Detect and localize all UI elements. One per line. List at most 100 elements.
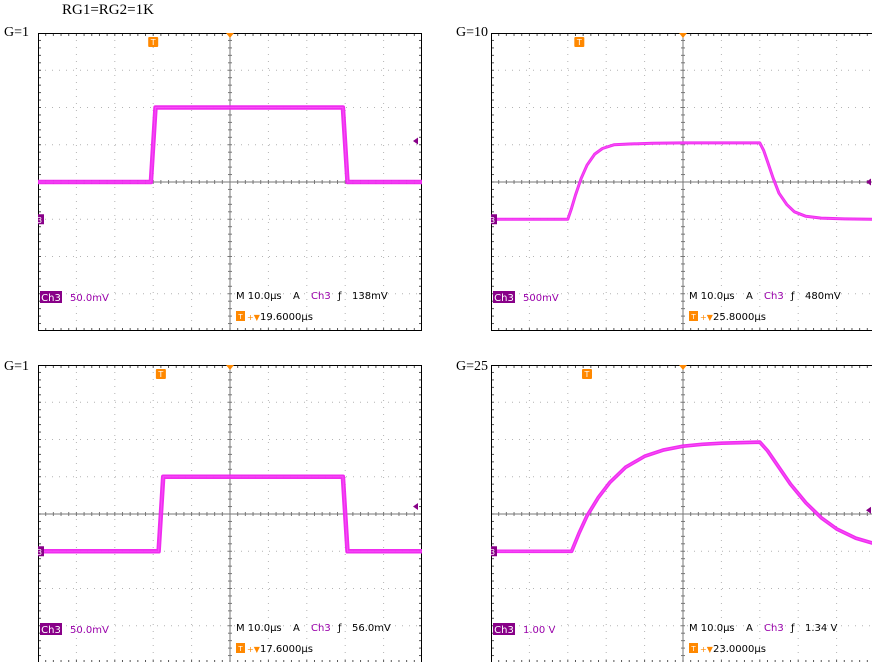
trigger-offset-value: 25.8000µs <box>713 312 766 323</box>
ground-marker-icon: 3 <box>491 214 497 225</box>
channel-badge <box>40 623 62 635</box>
scope-screen: T 3 Ch3 50.0mV M 10.0µs A Ch3 ƒ 138mV T +▼ 19.6000µ… <box>38 33 422 331</box>
trigger-marker-icon: T <box>148 37 159 47</box>
timebase-readout: M 10.0µs <box>689 291 735 302</box>
scope-panel-top-left: T 3 Ch3 50.0mV M 10.0µs A Ch3 ƒ 138mV T +▼ 19.6000µ… <box>38 33 422 331</box>
ground-marker-icon: 3 <box>38 214 44 225</box>
trigger-marker-box <box>148 37 159 47</box>
ground-marker-box <box>38 546 44 557</box>
trigger-marker-icon: T <box>155 369 166 379</box>
graticule <box>491 33 872 331</box>
trigger-marker-box <box>574 37 585 47</box>
channel-readout: Ch3 500mV <box>493 291 559 304</box>
trigger-marker-box <box>155 369 166 379</box>
trigger-offset-readout: T +▼ 25.8000µs <box>689 311 766 323</box>
trigger-level-readout: 56.0mV <box>352 623 391 634</box>
trigger-source-readout: Ch3 <box>764 291 784 302</box>
center-marker-icon <box>226 365 234 370</box>
trigger-offset-icon-letter: T <box>237 313 243 321</box>
channel-badge-label: Ch3 <box>494 625 514 636</box>
trigger-offset-prefix: +▼ <box>247 645 261 654</box>
gain-label-bottom-right: G=25 <box>456 359 489 374</box>
trigger-marker-letter: T <box>576 38 582 47</box>
trigger-offset-icon-letter: T <box>690 313 696 321</box>
trigger-level-icon <box>866 178 871 186</box>
center-marker-icon <box>679 365 687 370</box>
trigger-offset-readout: T +▼ 23.0000µs <box>689 643 766 655</box>
channel-badge <box>493 291 515 303</box>
gain-label-bottom-left: G=1 <box>4 359 30 374</box>
channel-readout: Ch3 1.00 V <box>493 623 555 636</box>
series-line <box>491 141 872 221</box>
ground-marker-label: 3 <box>38 548 42 557</box>
trigger-mode-readout: A <box>746 623 753 634</box>
trigger-level-icon <box>413 137 418 145</box>
gain-label-top-left: G=1 <box>4 25 30 40</box>
timebase-readout: M 10.0µs <box>236 623 282 634</box>
channel-readout: Ch3 50.0mV <box>40 623 109 636</box>
scope-panel-top-right: T 3 Ch3 500mV M 10.0µs A Ch3 ƒ 480mV T +▼ 25.8000µs <box>491 33 872 331</box>
trigger-marker-box <box>582 369 592 379</box>
channel-badge <box>493 623 515 635</box>
ground-marker-label: 3 <box>491 216 495 225</box>
scope-panel-bottom-right: T 3 Ch3 1.00 V M 10.0µs A Ch3 ƒ 1.34 V T +▼ 23.0000… <box>491 365 872 662</box>
scope-screen: T 3 Ch3 1.00 V M 10.0µs A Ch3 ƒ 1.34 V T +▼ 23.0000… <box>491 365 872 662</box>
center-marker-icon <box>226 33 234 38</box>
trigger-source-readout: Ch3 <box>764 623 784 634</box>
trigger-offset-value: 19.6000µs <box>260 312 313 323</box>
channel-badge-label: Ch3 <box>41 293 61 304</box>
trigger-offset-prefix: +▼ <box>700 645 714 654</box>
trigger-offset-icon-box <box>689 643 698 653</box>
trigger-offset-icon-box <box>236 643 245 653</box>
volts-per-div: 50.0mV <box>70 625 109 636</box>
trigger-offset-icon-letter: T <box>237 645 243 653</box>
ground-marker-box <box>38 214 44 225</box>
trigger-marker-icon: T <box>582 369 592 379</box>
trigger-level-readout: 480mV <box>805 291 841 302</box>
trigger-slope-icon: ƒ <box>337 623 342 634</box>
scope-panel-bottom-left: T 3 Ch3 50.0mV M 10.0µs A Ch3 ƒ 56.0mV T +▼ 17.6000… <box>38 365 422 662</box>
trigger-offset-icon-letter: T <box>690 645 696 653</box>
trigger-level-readout: 1.34 V <box>805 623 837 634</box>
trigger-marker-letter: T <box>584 370 590 379</box>
series-line-highlight <box>491 142 872 220</box>
scope-screen: T 3 Ch3 500mV M 10.0µs A Ch3 ƒ 480mV T +▼ 25.8000µs <box>491 33 872 331</box>
trigger-offset-icon-box <box>236 311 245 321</box>
ground-marker-icon: 3 <box>38 546 44 557</box>
series-line-highlight <box>491 441 872 552</box>
gain-label-top-right: G=10 <box>456 25 489 40</box>
scope-screen: T 3 Ch3 50.0mV M 10.0µs A Ch3 ƒ 56.0mV T +▼ 17.6000… <box>38 365 422 662</box>
trigger-offset-readout: T +▼ 17.6000µs <box>236 643 313 655</box>
trigger-level-icon <box>413 503 418 511</box>
trigger-offset-icon-box <box>689 311 698 321</box>
trigger-marker-letter: T <box>157 370 163 379</box>
volts-per-div: 1.00 V <box>523 625 555 636</box>
trigger-offset-value: 17.6000µs <box>260 644 313 655</box>
trigger-mode-readout: A <box>746 291 753 302</box>
ground-marker-box <box>491 214 497 225</box>
volts-per-div: 50.0mV <box>70 293 109 304</box>
trigger-offset-prefix: +▼ <box>700 313 714 322</box>
graticule <box>38 365 422 662</box>
trigger-offset-readout: T +▼ 19.6000µs <box>236 311 313 323</box>
trigger-offset-value: 23.0000µs <box>713 644 766 655</box>
trigger-slope-icon: ƒ <box>790 291 795 302</box>
trigger-marker-icon: T <box>574 37 585 47</box>
trigger-slope-icon: ƒ <box>337 291 342 302</box>
trigger-mode-readout: A <box>293 291 300 302</box>
ground-marker-box <box>491 546 497 557</box>
volts-per-div: 500mV <box>523 293 559 304</box>
trigger-mode-readout: A <box>293 623 300 634</box>
series-line-highlight <box>38 107 422 183</box>
ground-marker-label: 3 <box>38 216 42 225</box>
trigger-level-readout: 138mV <box>352 291 388 302</box>
center-marker-icon <box>679 33 687 38</box>
series-line-highlight <box>38 476 422 552</box>
timebase-readout: M 10.0µs <box>689 623 735 634</box>
page-title: RG1=RG2=1K <box>62 2 154 18</box>
trigger-source-readout: Ch3 <box>311 291 331 302</box>
trigger-offset-prefix: +▼ <box>247 313 261 322</box>
series-line <box>491 440 872 554</box>
timebase-readout: M 10.0µs <box>236 291 282 302</box>
channel-badge <box>40 291 62 303</box>
